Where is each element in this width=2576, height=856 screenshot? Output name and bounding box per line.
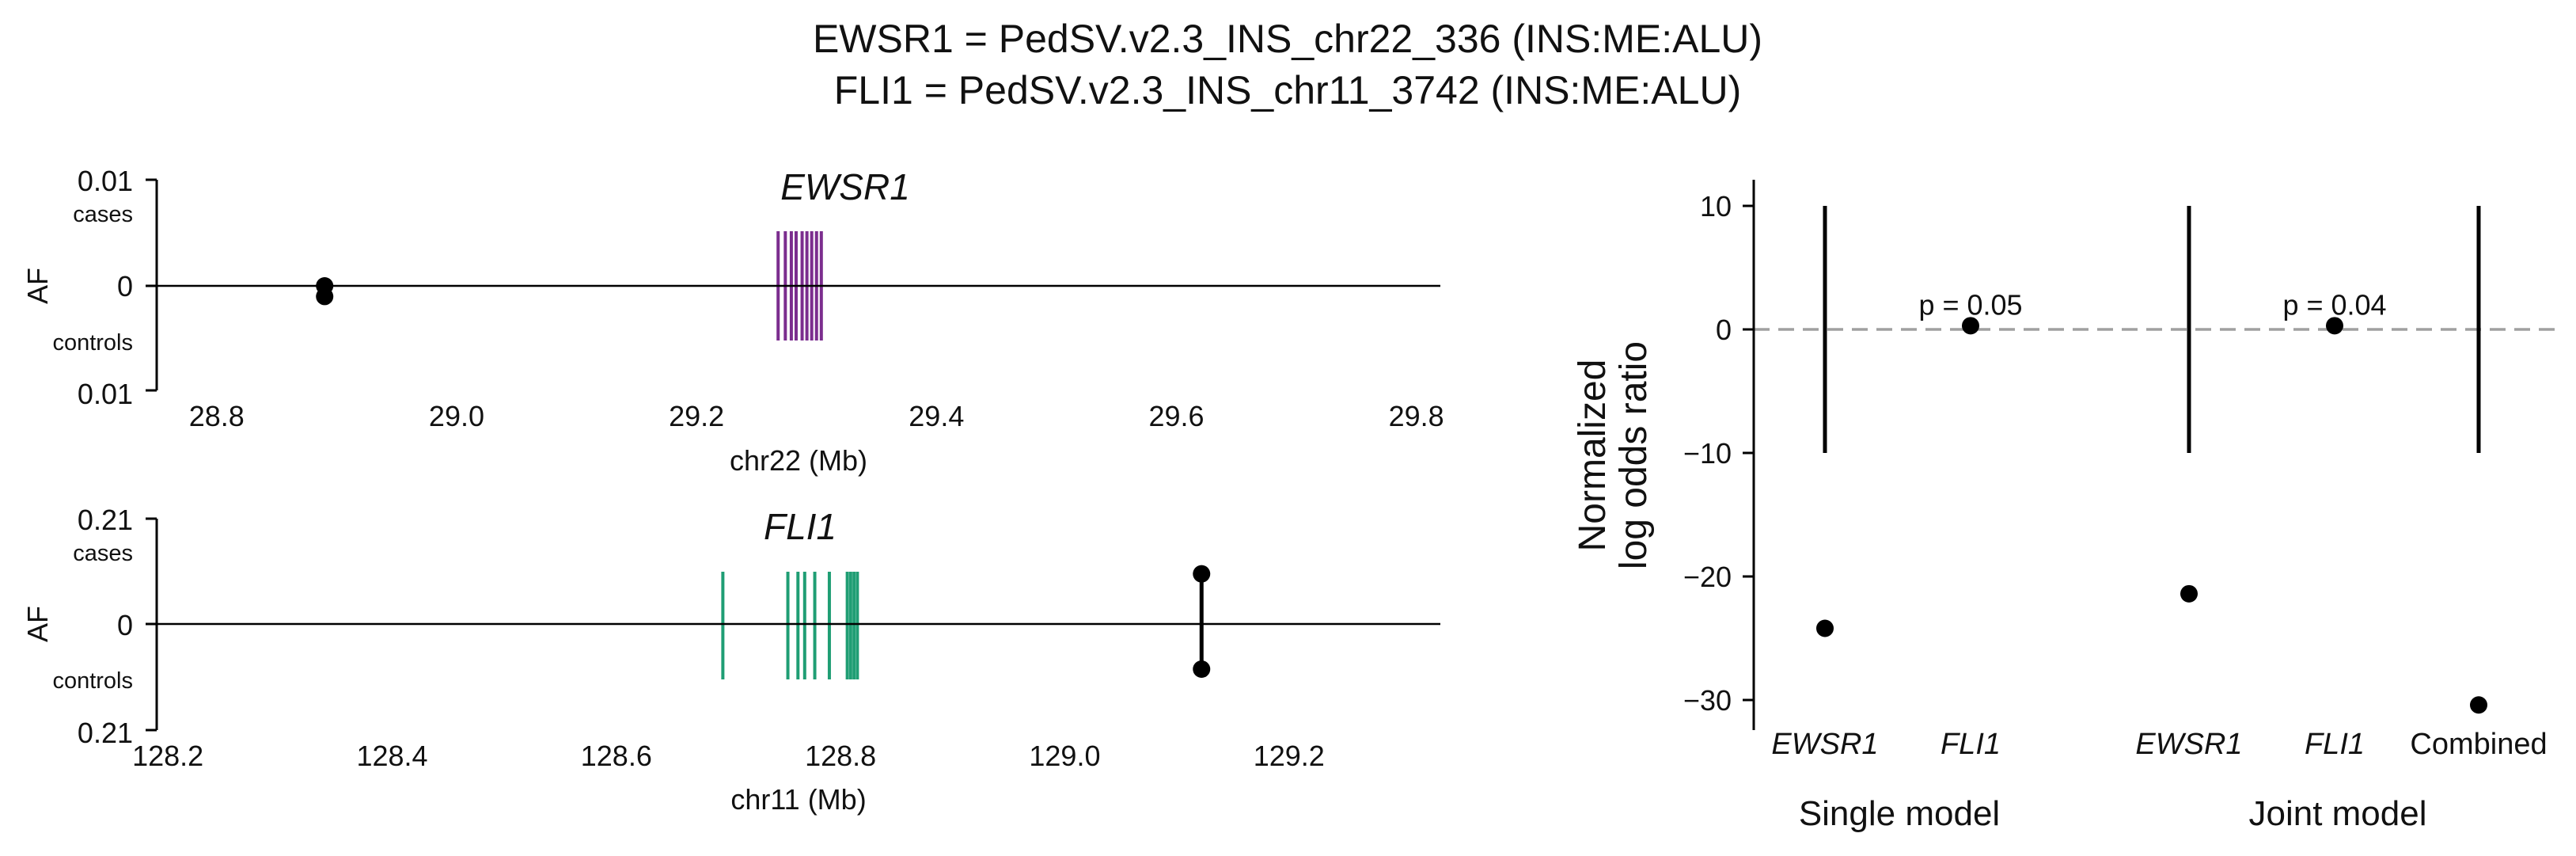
- model-estimate-point: [2326, 317, 2343, 335]
- joint-model-group-label: Joint model: [2248, 794, 2426, 833]
- fli1-x-tick-label: 128.6: [581, 740, 652, 772]
- fli1-x-tick-label: 129.0: [1029, 740, 1100, 772]
- model-y-tick-label: −30: [1683, 684, 1732, 717]
- ewsr1-x-tick-label: 29.2: [669, 400, 724, 432]
- fli1-controls-label: controls: [52, 668, 133, 694]
- model-y-axis-label-line-2: log odds ratio: [1613, 341, 1655, 569]
- ewsr1-x-tick-label: 29.8: [1389, 400, 1444, 432]
- fli1-locus-panel: 128.2 128.4 128.6 128.8 129.0 129.2 0.21 0 0.…: [21, 504, 1440, 816]
- ewsr1-controls-label: controls: [52, 330, 133, 356]
- model-p-value-label: p = 0.05: [1918, 288, 2022, 321]
- ewsr1-cases-label: cases: [73, 202, 133, 227]
- ewsr1-variants: [316, 277, 334, 306]
- ewsr1-x-axis-label: chr22 (Mb): [730, 444, 867, 477]
- ewsr1-locus-panel: 28.8 29.0 29.2 29.4 29.6 29.8 0.01 0 0.01 cas…: [21, 165, 1444, 477]
- figure-title-line-2: FLI1 = PedSV.v2.3_INS_chr11_3742 (INS:ME…: [834, 68, 1741, 112]
- model-category-label: Combined: [2410, 728, 2547, 761]
- model-y-axis-label-line-1: Normalized: [1572, 360, 1614, 552]
- fli1-gene-label: FLI1: [764, 506, 837, 547]
- fli1-y-tick-label-bottom: 0.21: [78, 717, 133, 749]
- ewsr1-y-tick-label-zero: 0: [117, 270, 133, 302]
- model-p-value-label: p = 0.04: [2282, 288, 2386, 321]
- fli1-y-tick-label-top: 0.21: [78, 504, 133, 536]
- model-category-label: EWSR1: [1771, 728, 1878, 761]
- model-y-tick-label: −10: [1683, 437, 1732, 470]
- model-estimate-point: [1962, 317, 1979, 335]
- single-model-group-label: Single model: [1799, 794, 2000, 833]
- model-y-tick-label: −20: [1683, 561, 1732, 593]
- ewsr1-x-tick-label: 29.6: [1148, 400, 1204, 432]
- ewsr1-x-ticks: 28.8 29.0 29.2 29.4 29.6 29.8: [189, 400, 1444, 432]
- fli1-x-tick-label: 128.2: [132, 740, 203, 772]
- ewsr1-gene-label: EWSR1: [780, 166, 910, 207]
- fli1-x-tick-label: 128.4: [356, 740, 427, 772]
- model-y-ticks: 10 0 −10 −20 −30: [1683, 190, 1754, 717]
- model-y-tick-label: 0: [1716, 314, 1732, 346]
- fli1-variants: [1193, 565, 1211, 678]
- fli1-cases-label: cases: [73, 541, 133, 566]
- fli1-variant-controls-point: [1193, 660, 1211, 678]
- model-estimate-point: [2470, 696, 2487, 714]
- model-category-labels: EWSR1 FLI1 EWSR1 FLI1 Combined: [1771, 728, 2547, 761]
- ewsr1-y-tick-label-top: 0.01: [78, 165, 133, 197]
- model-estimate-marks: p = 0.05 p = 0.04: [1816, 206, 2487, 714]
- ewsr1-y-axis-label: AF: [21, 268, 54, 304]
- fli1-x-tick-label: 129.2: [1254, 740, 1325, 772]
- fli1-x-ticks: 128.2 128.4 128.6 128.8 129.0 129.2: [132, 740, 1325, 772]
- model-y-tick-label: 10: [1700, 190, 1732, 223]
- model-estimate-point: [1816, 619, 1834, 637]
- ewsr1-x-tick-label: 28.8: [189, 400, 245, 432]
- model-category-label: FLI1: [2305, 728, 2365, 761]
- ewsr1-x-tick-label: 29.4: [909, 400, 964, 432]
- fli1-y-tick-label-zero: 0: [117, 609, 133, 641]
- model-category-label: EWSR1: [2135, 728, 2242, 761]
- fli1-gene-exons: [721, 572, 859, 679]
- model-category-label: FLI1: [1941, 728, 2001, 761]
- fli1-variant-cases-point: [1193, 565, 1211, 583]
- figure-title-line-1: EWSR1 = PedSV.v2.3_INS_chr22_336 (INS:ME…: [813, 17, 1762, 61]
- ewsr1-variant-controls-point: [316, 287, 334, 306]
- fli1-y-axis-label: AF: [21, 606, 54, 642]
- fli1-x-tick-label: 128.8: [805, 740, 876, 772]
- fli1-x-axis-label: chr11 (Mb): [730, 783, 866, 816]
- ewsr1-x-tick-label: 29.0: [429, 400, 484, 432]
- ewsr1-y-tick-label-bottom: 0.01: [78, 378, 133, 410]
- model-estimate-point: [2180, 584, 2198, 603]
- model-estimates-panel: 100−10−20−30 p = 0.05 p = 0.04 EWSR1 FLI1 E…: [1572, 180, 2556, 833]
